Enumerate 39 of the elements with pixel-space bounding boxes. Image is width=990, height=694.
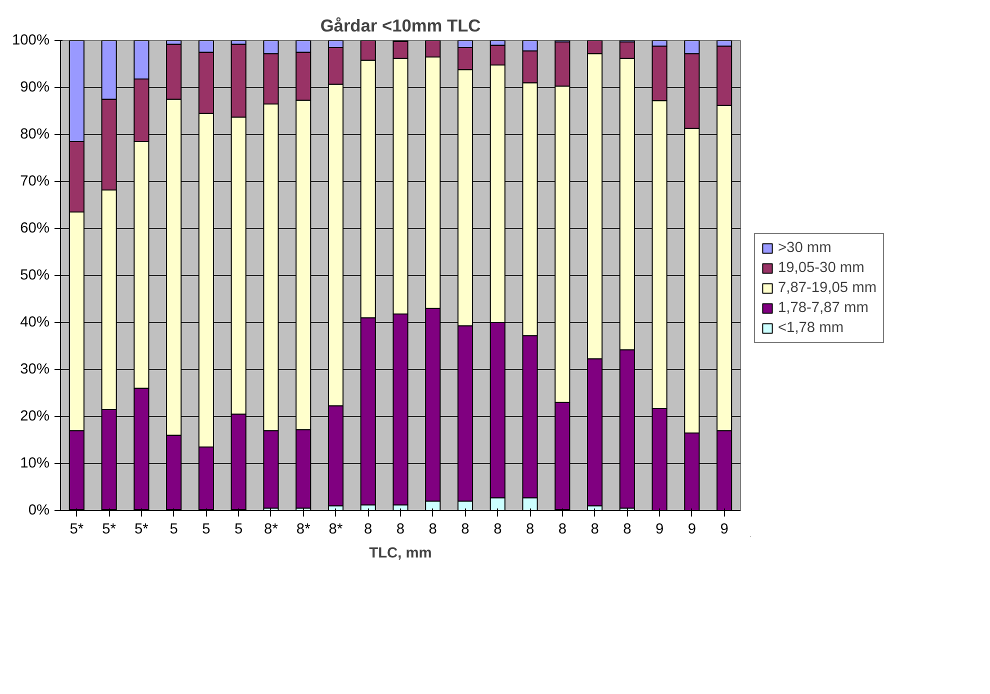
x-tick-label: 8 <box>396 522 405 538</box>
x-tick-label: 8* <box>328 522 343 538</box>
x-tick-label: 8 <box>558 522 566 538</box>
y-tick-label: 20% <box>20 408 50 424</box>
x-tick-label: 5* <box>134 522 149 538</box>
y-tick-label: 30% <box>20 362 50 378</box>
x-tick-label: 5* <box>70 522 84 538</box>
x-tick-label: 8 <box>364 522 372 538</box>
y-tick-label: 90% <box>20 80 50 96</box>
x-tick-label: 8 <box>526 522 534 538</box>
y-tick-label: 100% <box>12 32 50 48</box>
chart-title: Gårdar <10mm TLC <box>320 16 482 36</box>
y-tick-label: 10% <box>20 456 50 472</box>
x-tick-label: 5* <box>102 522 116 538</box>
x-tick-label: 5 <box>170 522 178 538</box>
x-tick-label: 8 <box>494 522 502 538</box>
y-tick-label: 40% <box>20 314 50 330</box>
x-tick-label: 8 <box>428 522 437 538</box>
x-tick-label: 5 <box>234 522 243 538</box>
x-tick-label: 5 <box>202 522 210 538</box>
x-tick-label: 8 <box>461 522 470 538</box>
x-tick-label: 9 <box>720 522 728 538</box>
x-tick-label: 8 <box>623 522 632 538</box>
x-axis-title: TLC, mm <box>369 546 432 562</box>
x-tick-label: 8* <box>264 522 278 538</box>
legend-label: 19,05-30 mm <box>778 260 864 276</box>
y-tick-label: 60% <box>20 220 50 236</box>
x-tick-label: 9 <box>655 522 664 538</box>
x-tick-label: 8* <box>296 522 311 538</box>
legend-label: 7,87-19,05 mm <box>778 280 877 296</box>
x-tick-label: 8 <box>590 522 599 538</box>
legend-label: <1,78 mm <box>778 320 844 336</box>
x-tick-label: 9 <box>688 522 696 538</box>
legend-label: >30 mm <box>778 240 832 256</box>
y-tick-label: 0% <box>28 502 50 518</box>
y-tick-label: 80% <box>20 126 50 142</box>
y-tick-label: 50% <box>20 268 50 284</box>
y-tick-label: 70% <box>20 174 50 190</box>
legend-label: 1,78-7,87 mm <box>778 300 868 316</box>
